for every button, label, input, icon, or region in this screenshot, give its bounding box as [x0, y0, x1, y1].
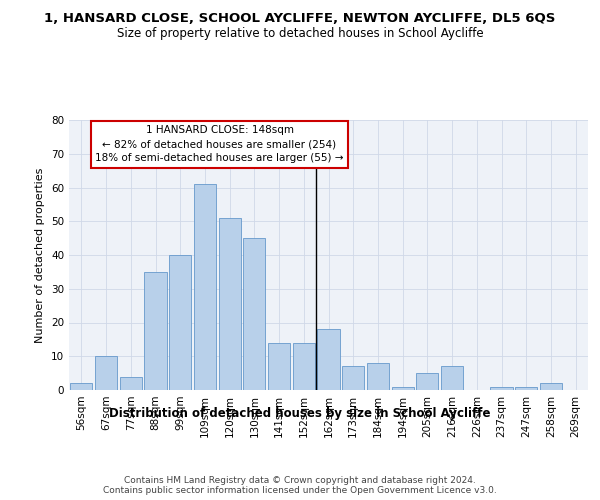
- Bar: [243, 238, 265, 390]
- Bar: [119, 376, 142, 390]
- Text: Size of property relative to detached houses in School Aycliffe: Size of property relative to detached ho…: [116, 28, 484, 40]
- Bar: [540, 383, 562, 390]
- Bar: [169, 255, 191, 390]
- Text: 1, HANSARD CLOSE, SCHOOL AYCLIFFE, NEWTON AYCLIFFE, DL5 6QS: 1, HANSARD CLOSE, SCHOOL AYCLIFFE, NEWTO…: [44, 12, 556, 26]
- Bar: [95, 356, 117, 390]
- Y-axis label: Number of detached properties: Number of detached properties: [35, 168, 46, 342]
- Bar: [515, 386, 538, 390]
- Bar: [145, 272, 167, 390]
- Bar: [367, 363, 389, 390]
- Text: Contains HM Land Registry data © Crown copyright and database right 2024.
Contai: Contains HM Land Registry data © Crown c…: [103, 476, 497, 495]
- Text: 1 HANSARD CLOSE: 148sqm
← 82% of detached houses are smaller (254)
18% of semi-d: 1 HANSARD CLOSE: 148sqm ← 82% of detache…: [95, 126, 344, 164]
- Bar: [490, 386, 512, 390]
- Bar: [70, 383, 92, 390]
- Bar: [194, 184, 216, 390]
- Text: Distribution of detached houses by size in School Aycliffe: Distribution of detached houses by size …: [109, 408, 491, 420]
- Bar: [293, 343, 315, 390]
- Bar: [268, 343, 290, 390]
- Bar: [416, 373, 439, 390]
- Bar: [392, 386, 414, 390]
- Bar: [317, 329, 340, 390]
- Bar: [342, 366, 364, 390]
- Bar: [218, 218, 241, 390]
- Bar: [441, 366, 463, 390]
